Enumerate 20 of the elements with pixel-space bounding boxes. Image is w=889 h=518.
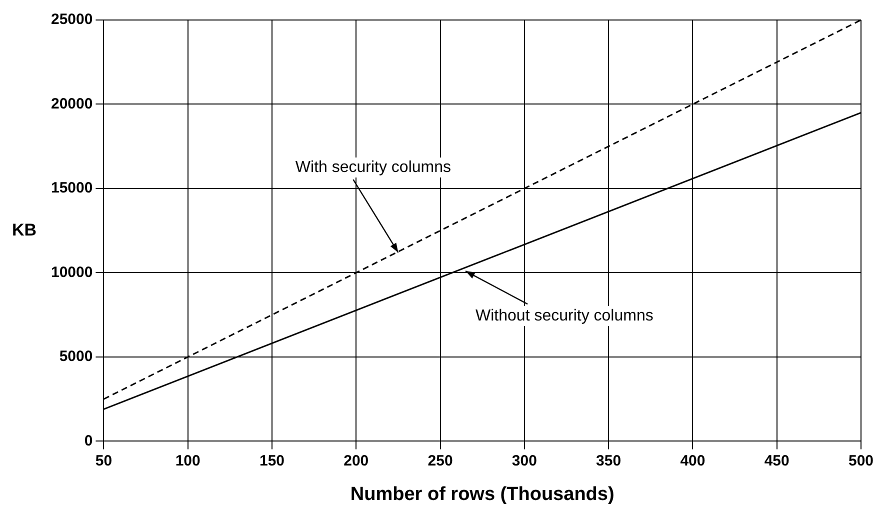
x-tick-label: 100: [175, 452, 200, 470]
y-tick-label: 0: [84, 432, 93, 450]
x-tick-label: 500: [848, 452, 874, 470]
annotation: With security columns: [295, 158, 452, 176]
y-tick-label: 5000: [59, 348, 93, 366]
x-tick-label: 450: [764, 452, 790, 470]
y-tick-label: 20000: [50, 95, 93, 112]
x-tick-label: 400: [680, 452, 706, 470]
y-axis-title: KB: [12, 220, 37, 240]
x-tick-label: 50: [95, 452, 112, 470]
x-axis-title: Number of rows (Thousands): [350, 484, 614, 505]
annotation: Without security columns: [476, 307, 654, 324]
y-tick-label: 15000: [50, 180, 93, 197]
y-tick-label: 25000: [50, 11, 93, 28]
y-tick-label: 10000: [50, 264, 93, 281]
x-tick-label: 250: [428, 452, 453, 470]
x-tick-label: 350: [596, 452, 622, 470]
x-tick-label: 150: [259, 452, 285, 470]
x-tick-label: 200: [344, 452, 369, 470]
x-tick-label: 300: [512, 452, 537, 470]
